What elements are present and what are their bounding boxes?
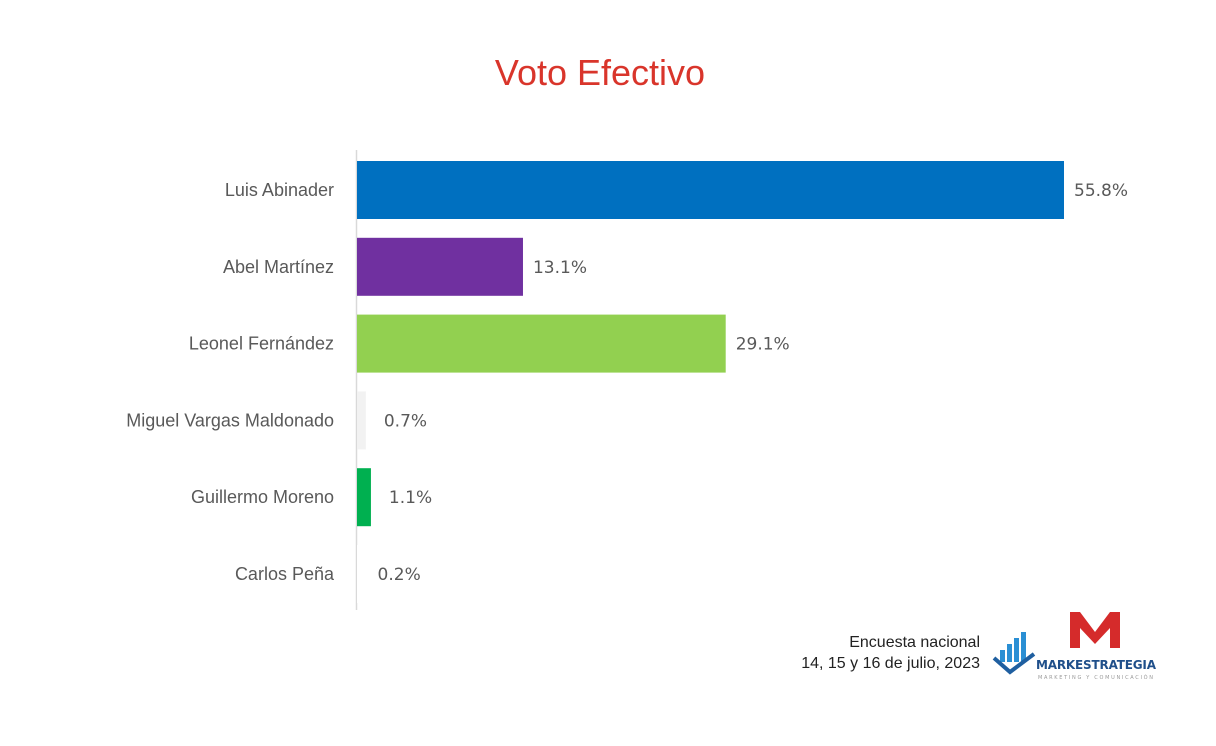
- bar-4: [357, 468, 371, 527]
- chart-title: Voto Efectivo: [494, 52, 706, 93]
- category-label: Miguel Vargas Maldonado: [126, 410, 334, 430]
- markestrategia-logo: MARKESTRATEGIA MARKETING Y COMUNICACIÓN: [992, 612, 1157, 681]
- value-label: 1.1%: [389, 488, 432, 508]
- category-label: Luis Abinader: [225, 180, 334, 200]
- bar-2: [357, 314, 726, 373]
- category-label: Guillermo Moreno: [191, 487, 334, 507]
- bar-0: [357, 161, 1064, 219]
- bar-5: [357, 545, 360, 603]
- bar-3: [357, 391, 366, 450]
- source-line-1: Encuesta nacional: [849, 634, 980, 651]
- value-label: 55.8%: [1074, 181, 1128, 201]
- category-label: Abel Martínez: [223, 257, 334, 277]
- source-note: Encuesta nacional 14, 15 y 16 de julio, …: [801, 632, 980, 674]
- source-line-2: 14, 15 y 16 de julio, 2023: [801, 655, 980, 672]
- value-label: 13.1%: [533, 258, 587, 278]
- value-label: 0.7%: [384, 411, 427, 431]
- bar-1: [357, 237, 523, 296]
- category-label: Carlos Peña: [235, 564, 335, 584]
- svg-text:MARKESTRATEGIA: MARKESTRATEGIA: [1036, 658, 1157, 672]
- svg-text:MARKETING Y COMUNICACIÓN: MARKETING Y COMUNICACIÓN: [1038, 674, 1153, 681]
- category-label: Leonel Fernández: [189, 334, 334, 354]
- value-label: 29.1%: [736, 335, 790, 355]
- value-label: 0.2%: [378, 565, 421, 585]
